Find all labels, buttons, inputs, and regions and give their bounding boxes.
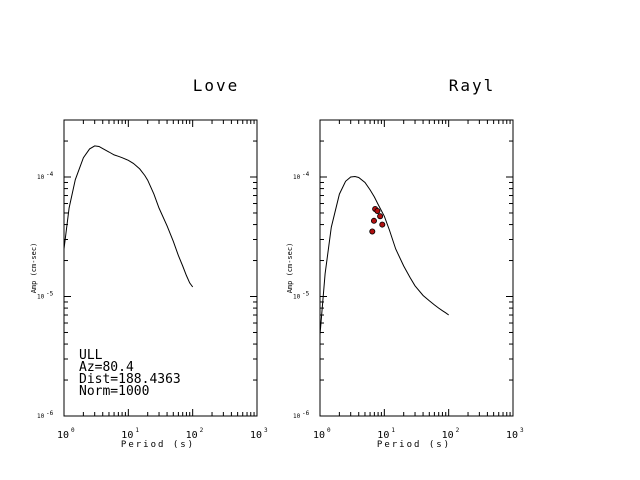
observation-point: [370, 217, 377, 224]
x-tick-label: 10: [377, 430, 389, 441]
rayl-amplitude-curve: [319, 175, 449, 335]
y-tick-exponent: -6: [46, 410, 54, 417]
rayl-observations: [369, 205, 386, 235]
norm-label: Norm=1000: [79, 384, 149, 399]
rayl-y-axis-label: Amp (cm-sec): [286, 243, 294, 294]
love-x-axis-label: Period (s): [121, 440, 195, 450]
distance-label: Dist=188.4363: [79, 372, 181, 387]
x-tick-label: 10: [313, 430, 325, 441]
x-tick-exponent: 0: [327, 427, 331, 434]
y-tick-label: 10: [293, 413, 301, 420]
y-tick-label: 10: [37, 413, 45, 420]
x-tick-exponent: 3: [264, 427, 268, 434]
x-tick-exponent: 1: [135, 427, 139, 434]
love-ticks: [63, 120, 258, 417]
observation-point: [369, 228, 376, 235]
azimuth-label: Az=80.4: [79, 360, 134, 375]
love-panel: Love 10-410-510-6 10 0 10 1 10 2 10 3 Amp (cm-s…: [30, 76, 268, 450]
observation-point: [374, 207, 381, 214]
x-tick-exponent: 1: [391, 427, 395, 434]
observation-point: [379, 221, 386, 228]
love-amplitude-curve: [63, 145, 194, 288]
rayl-panel: Rayl 10-410-510-6 10 0 10 1 10 2 10 3 Amp (cm-s…: [286, 76, 524, 450]
y-tick-exponent: -4: [46, 171, 54, 178]
love-xtick-labels: 10 0 10 1 10 2 10 3: [57, 427, 268, 441]
x-tick-label: 10: [506, 430, 518, 441]
rayl-title: Rayl: [449, 76, 496, 95]
rayl-ticks: [319, 120, 514, 417]
y-tick-exponent: -6: [302, 410, 310, 417]
rayl-xtick-labels: 10 0 10 1 10 2 10 3: [313, 427, 524, 441]
x-tick-exponent: 3: [520, 427, 524, 434]
x-tick-exponent: 2: [200, 427, 204, 434]
love-title: Love: [193, 76, 240, 95]
y-tick-exponent: -5: [46, 291, 54, 298]
x-tick-label: 10: [250, 430, 262, 441]
station-label: ULL: [79, 348, 103, 363]
x-tick-label: 10: [186, 430, 198, 441]
y-tick-label: 10: [37, 294, 45, 301]
y-tick-label: 10: [37, 174, 45, 181]
x-tick-exponent: 2: [456, 427, 460, 434]
y-tick-exponent: -4: [302, 171, 310, 178]
x-tick-label: 10: [121, 430, 133, 441]
x-tick-label: 10: [442, 430, 454, 441]
observation-point: [377, 213, 384, 220]
x-tick-exponent: 0: [71, 427, 75, 434]
rayl-ytick-labels: 10-410-510-6: [293, 171, 310, 420]
love-plot-frame: [63, 119, 258, 417]
rayl-x-axis-label: Period (s): [377, 440, 451, 450]
y-tick-exponent: -5: [302, 291, 310, 298]
x-tick-label: 10: [57, 430, 69, 441]
y-tick-label: 10: [293, 294, 301, 301]
rayl-plot-frame: [319, 119, 514, 417]
love-ytick-labels: 10-410-510-6: [37, 171, 54, 420]
love-y-axis-label: Amp (cm-sec): [30, 243, 38, 294]
y-tick-label: 10: [293, 174, 301, 181]
